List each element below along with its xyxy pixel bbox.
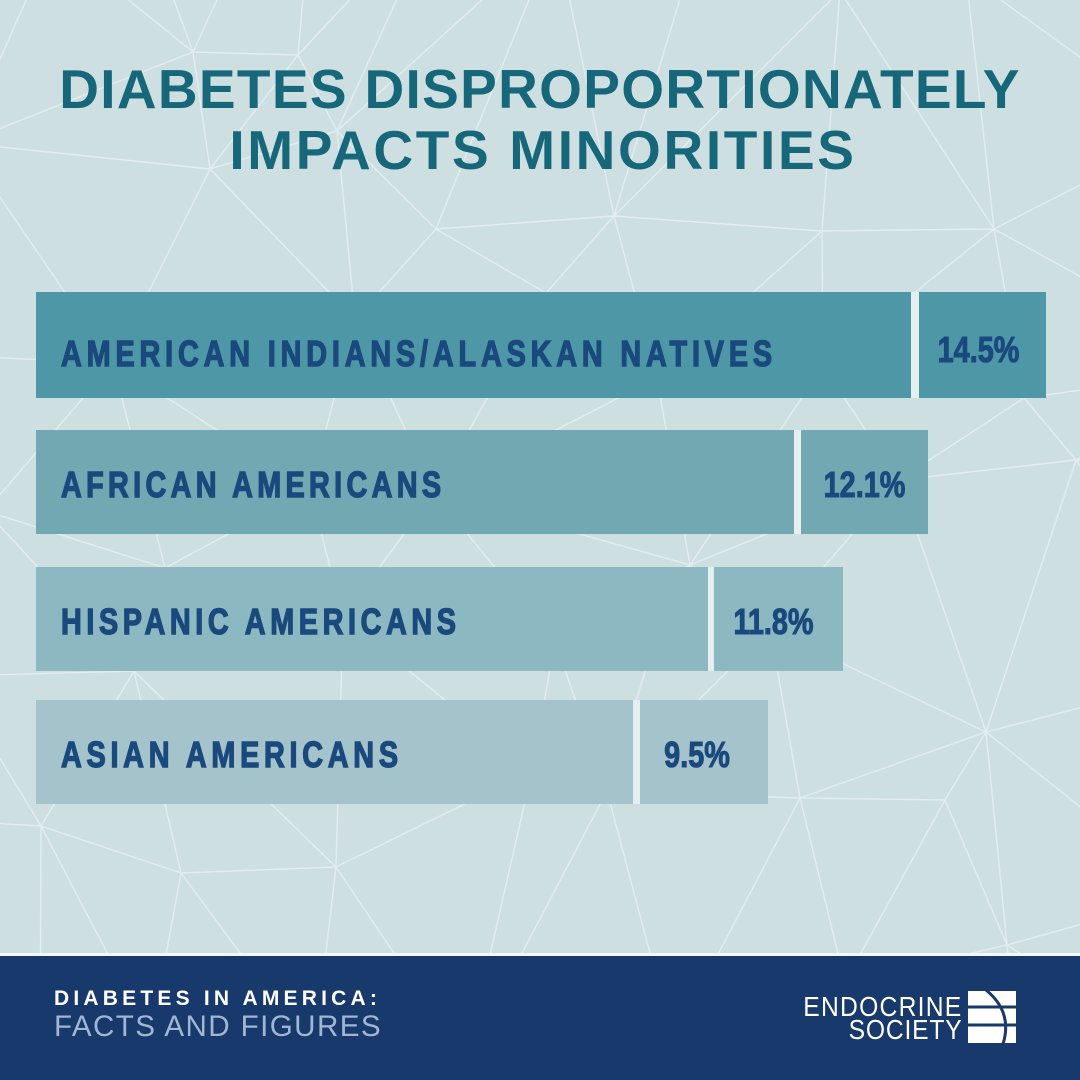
svg-text:ENDOCRINE: ENDOCRINE — [803, 991, 962, 1023]
svg-text:SOCIETY: SOCIETY — [849, 1014, 963, 1046]
